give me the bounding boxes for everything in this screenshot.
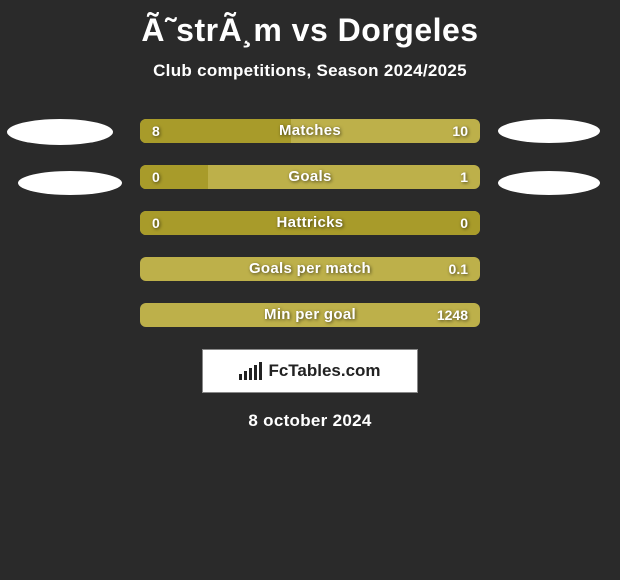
stat-label: Goals per match [140,257,480,281]
logo-text: FcTables.com [268,361,380,381]
stat-value-left: 0 [152,165,160,189]
comparison-chart: Matches810Goals01Hattricks00Goals per ma… [0,119,620,327]
logo-bar-segment [259,362,262,380]
stat-label: Min per goal [140,303,480,327]
stat-label: Hattricks [140,211,480,235]
logo-bar-segment [249,368,252,380]
stat-value-left: 8 [152,119,160,143]
logo-bar-segment [254,365,257,380]
page-title: Ã˜strÃ¸m vs Dorgeles [0,0,620,49]
stat-row: Goals per match0.1 [140,257,480,281]
decorative-ellipse [7,119,113,145]
logo-bar-segment [239,374,242,380]
stat-value-right: 10 [452,119,468,143]
stat-row: Min per goal1248 [140,303,480,327]
decorative-ellipse [498,119,600,143]
decorative-ellipse [498,171,600,195]
stat-label: Goals [140,165,480,189]
decorative-ellipse [18,171,122,195]
stat-value-right: 1 [460,165,468,189]
logo-bar-segment [244,371,247,380]
stat-label: Matches [140,119,480,143]
logo-box: FcTables.com [202,349,418,393]
stat-value-right: 0 [460,211,468,235]
stat-value-left: 0 [152,211,160,235]
stat-row: Matches8 10 [140,119,480,143]
stat-value-right: 1248 [437,303,468,327]
stat-value-right: 0.1 [449,257,468,281]
stat-row: Hattricks0 0 [140,211,480,235]
stat-row: Goals0 1 [140,165,480,189]
subtitle: Club competitions, Season 2024/2025 [0,61,620,81]
barchart-icon [239,362,262,380]
date-line: 8 october 2024 [0,411,620,431]
